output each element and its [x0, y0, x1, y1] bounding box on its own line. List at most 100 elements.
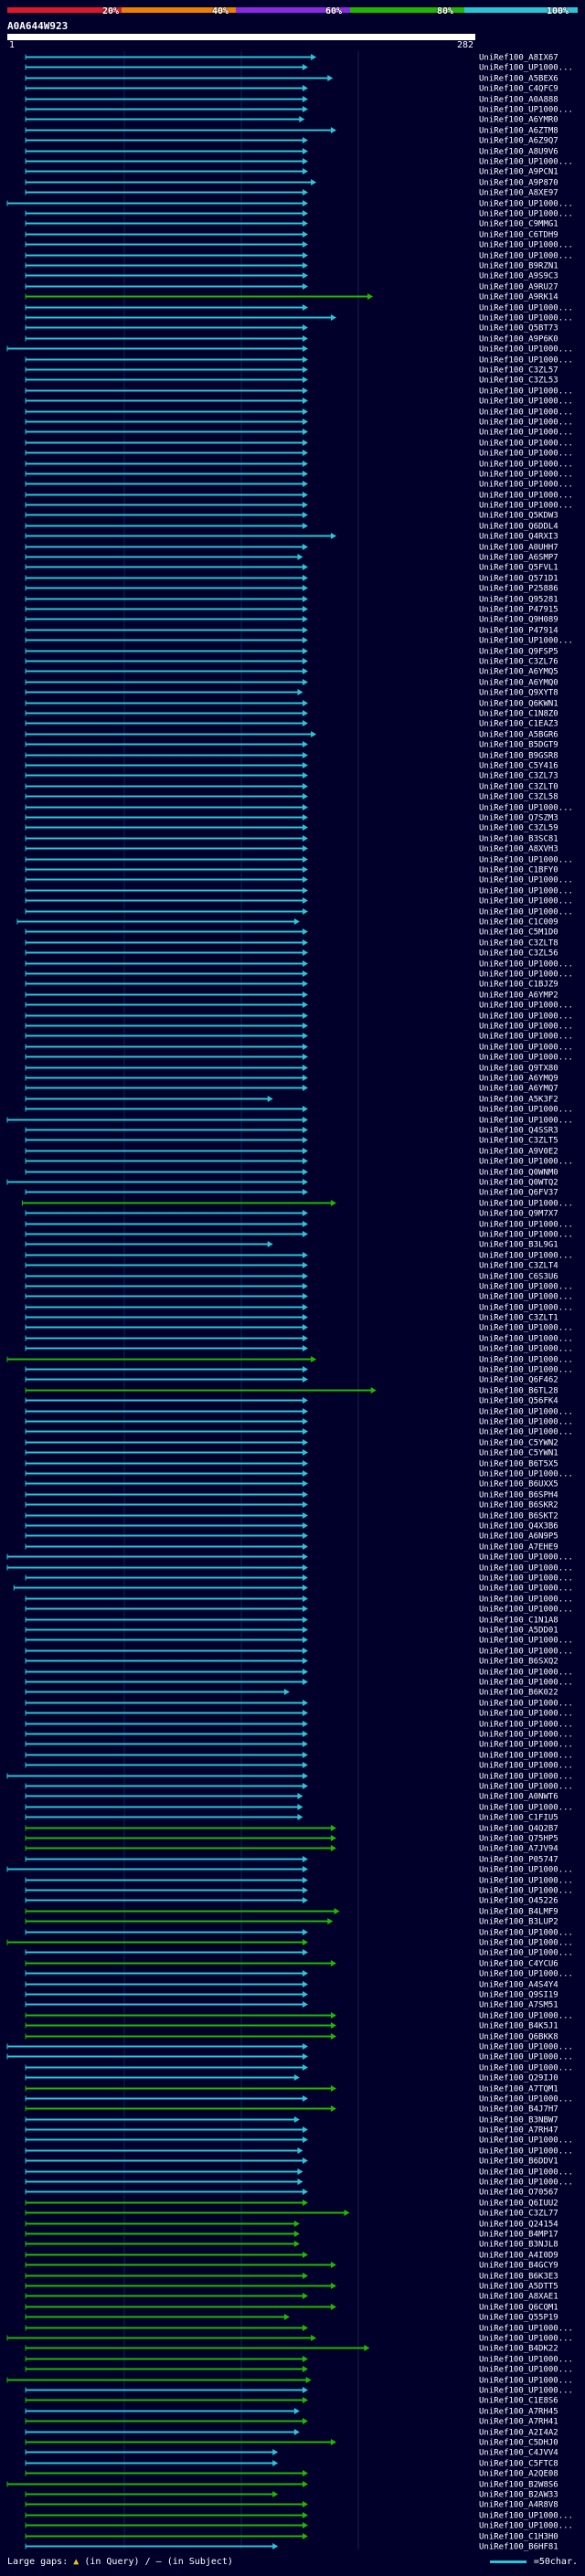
hit-row[interactable]: UniRef100_UP1000...	[25, 1877, 573, 1886]
hit-label[interactable]: UniRef100_UP1000...	[479, 1762, 573, 1771]
hit-label[interactable]: UniRef100_UP1000...	[479, 1700, 573, 1709]
hit-label[interactable]: UniRef100_B3L9G1	[479, 1241, 558, 1250]
hit-row[interactable]: UniRef100_UP1000...	[25, 241, 573, 250]
hit-row[interactable]: UniRef100_UP1000...	[6, 1553, 573, 1563]
hit-label[interactable]: UniRef100_UP1000...	[479, 1012, 573, 1022]
hit-label[interactable]: UniRef100_UP1000...	[479, 2325, 573, 2334]
hit-label[interactable]: UniRef100_UP1000...	[479, 1804, 573, 1813]
hit-row[interactable]: UniRef100_Q5FVL1	[25, 564, 558, 573]
hit-row[interactable]: UniRef100_UP1000...	[25, 210, 573, 219]
hit-label[interactable]: UniRef100_B4J7H7	[479, 2105, 558, 2115]
hit-row[interactable]: UniRef100_UP1000...	[25, 1345, 573, 1354]
hit-row[interactable]: UniRef100_UP1000...	[25, 876, 573, 885]
hit-row[interactable]: UniRef100_UP1000...	[6, 1866, 573, 1875]
hit-label[interactable]: UniRef100_UP1000...	[479, 1252, 573, 1261]
hit-label[interactable]: UniRef100_UP1000...	[479, 1418, 573, 1427]
hit-label[interactable]: UniRef100_UP1000...	[479, 502, 573, 511]
hit-row[interactable]: UniRef100_A7SM51	[25, 2001, 558, 2010]
hit-row[interactable]: UniRef100_B3SC81	[25, 835, 558, 844]
hit-row[interactable]: UniRef100_UP1000...	[25, 1304, 573, 1313]
hit-label[interactable]: UniRef100_B6SPH4	[479, 1491, 558, 1500]
hit-label[interactable]: UniRef100_UP1000...	[479, 1866, 573, 1875]
hit-label[interactable]: UniRef100_B6K3E3	[479, 2273, 558, 2282]
hit-label[interactable]: UniRef100_A5K3F2	[479, 1096, 558, 1105]
hit-label[interactable]: UniRef100_UP1000...	[479, 637, 573, 646]
hit-row[interactable]: UniRef100_Q6IUU2	[25, 2200, 558, 2209]
hit-label[interactable]: UniRef100_C4JVV4	[479, 2449, 558, 2458]
hit-row[interactable]: UniRef100_A0NWT6	[25, 1793, 558, 1802]
hit-label[interactable]: UniRef100_UP1000...	[479, 345, 573, 355]
hit-label[interactable]: UniRef100_A9V0E2	[479, 1148, 558, 1157]
hit-row[interactable]: UniRef100_UP1000...	[25, 314, 573, 323]
hit-row[interactable]: UniRef100_Q9M7X7	[25, 1210, 558, 1219]
hit-row[interactable]: UniRef100_A7RH47	[25, 2126, 558, 2136]
hit-row[interactable]: UniRef100_UP1000...	[25, 2366, 573, 2375]
hit-label[interactable]: UniRef100_UP1000...	[479, 1324, 573, 1333]
hit-label[interactable]: UniRef100_UP1000...	[479, 2512, 573, 2521]
hit-row[interactable]: UniRef100_C4QFC9	[25, 85, 558, 94]
hit-label[interactable]: UniRef100_UP1000...	[479, 1669, 573, 1678]
hit-row[interactable]: UniRef100_C3ZL56	[25, 949, 558, 959]
hit-label[interactable]: UniRef100_UP1000...	[479, 1002, 573, 1011]
hit-label[interactable]: UniRef100_UP1000...	[479, 908, 573, 917]
hit-label[interactable]: UniRef100_A5DTT5	[479, 2283, 558, 2292]
hit-row[interactable]: UniRef100_Q5KDW3	[25, 512, 558, 521]
hit-row[interactable]: UniRef100_A6ZTM8	[25, 127, 558, 136]
hit-label[interactable]: UniRef100_C4YCU6	[479, 1960, 558, 1969]
hit-row[interactable]: UniRef100_UP1000...	[25, 1428, 573, 1437]
hit-label[interactable]: UniRef100_C5FTC8	[479, 2460, 558, 2469]
hit-label[interactable]: UniRef100_UP1000...	[479, 1585, 573, 1594]
hit-label[interactable]: UniRef100_UP1000...	[479, 2387, 573, 2396]
hit-row[interactable]: UniRef100_C3ZLT5	[25, 1137, 558, 1146]
hit-label[interactable]: UniRef100_A9S9C3	[479, 272, 558, 281]
hit-label[interactable]: UniRef100_B3LUP2	[479, 1918, 558, 1927]
hit-label[interactable]: UniRef100_UP1000...	[479, 1710, 573, 1719]
hit-label[interactable]: UniRef100_A7RH45	[479, 2408, 558, 2417]
hit-label[interactable]: UniRef100_B2W8S6	[479, 2481, 558, 2490]
hit-label[interactable]: UniRef100_Q6DDL4	[479, 523, 558, 532]
hit-row[interactable]: UniRef100_A9RK14	[25, 293, 558, 302]
hit-row[interactable]: UniRef100_UP1000...	[25, 1648, 573, 1657]
hit-row[interactable]: UniRef100_B3L9G1	[25, 1241, 558, 1250]
hit-row[interactable]: UniRef100_Q0WTQ2	[6, 1179, 558, 1188]
hit-label[interactable]: UniRef100_UP1000...	[479, 1335, 573, 1344]
hit-row[interactable]: UniRef100_Q4X3B6	[25, 1522, 558, 1532]
hit-label[interactable]: UniRef100_UP1000...	[479, 1044, 573, 1053]
hit-label[interactable]: UniRef100_C1BJZ9	[479, 981, 558, 990]
hit-label[interactable]: UniRef100_UP1000...	[479, 492, 573, 501]
hit-label[interactable]: UniRef100_UP1000...	[479, 1752, 573, 1761]
hit-label[interactable]: UniRef100_UP1000...	[479, 1470, 573, 1479]
hit-row[interactable]: UniRef100_UP1000...	[21, 1200, 573, 1209]
hit-label[interactable]: UniRef100_UP1000...	[479, 1970, 573, 1979]
hit-label[interactable]: UniRef100_B3NJL8	[479, 2241, 558, 2250]
hit-label[interactable]: UniRef100_A6YMQ0	[479, 679, 558, 688]
hit-row[interactable]: UniRef100_Q9H089	[25, 616, 558, 625]
hit-label[interactable]: UniRef100_C5Y416	[479, 762, 558, 771]
hit-label[interactable]: UniRef100_UP1000...	[479, 1679, 573, 1688]
hit-label[interactable]: UniRef100_UP1000...	[479, 897, 573, 906]
hit-row[interactable]: UniRef100_A5BGR6	[25, 731, 558, 740]
hit-label[interactable]: UniRef100_UP1000...	[479, 1158, 573, 1167]
hit-label[interactable]: UniRef100_B4MP17	[479, 2231, 558, 2240]
hit-row[interactable]: UniRef100_C5DHJ0	[25, 2439, 558, 2448]
hit-row[interactable]: UniRef100_UP1000...	[25, 856, 573, 865]
hit-row[interactable]: UniRef100_C3ZLT8	[25, 939, 558, 949]
hit-row[interactable]: UniRef100_A6YMQ0	[25, 679, 558, 688]
hit-row[interactable]: UniRef100_Q4RXI3	[25, 533, 558, 542]
hit-label[interactable]: UniRef100_UP1000...	[479, 440, 573, 449]
hit-label[interactable]: UniRef100_UP1000...	[479, 1117, 573, 1126]
hit-label[interactable]: UniRef100_UP1000...	[479, 887, 573, 896]
hit-row[interactable]: UniRef100_UP1000...	[6, 1773, 573, 1782]
hit-row[interactable]: UniRef100_UP1000...	[25, 1002, 573, 1011]
hit-label[interactable]: UniRef100_UP1000...	[479, 1428, 573, 1437]
hit-row[interactable]: UniRef100_Q9FSP5	[25, 648, 558, 657]
hit-label[interactable]: UniRef100_UP1000...	[479, 1564, 573, 1574]
hit-row[interactable]: UniRef100_UP1000...	[25, 1158, 573, 1167]
hit-row[interactable]: UniRef100_B6T5X5	[25, 1460, 558, 1469]
hit-row[interactable]: UniRef100_UP1000...	[25, 2512, 573, 2521]
hit-label[interactable]: UniRef100_A8IX67	[479, 54, 558, 63]
hit-label[interactable]: UniRef100_B2AW33	[479, 2491, 558, 2500]
hit-row[interactable]: UniRef100_UP1000...	[6, 1564, 573, 1574]
hit-label[interactable]: UniRef100_UP1000...	[479, 1283, 573, 1292]
hit-row[interactable]: UniRef100_C3ZL58	[25, 793, 558, 802]
